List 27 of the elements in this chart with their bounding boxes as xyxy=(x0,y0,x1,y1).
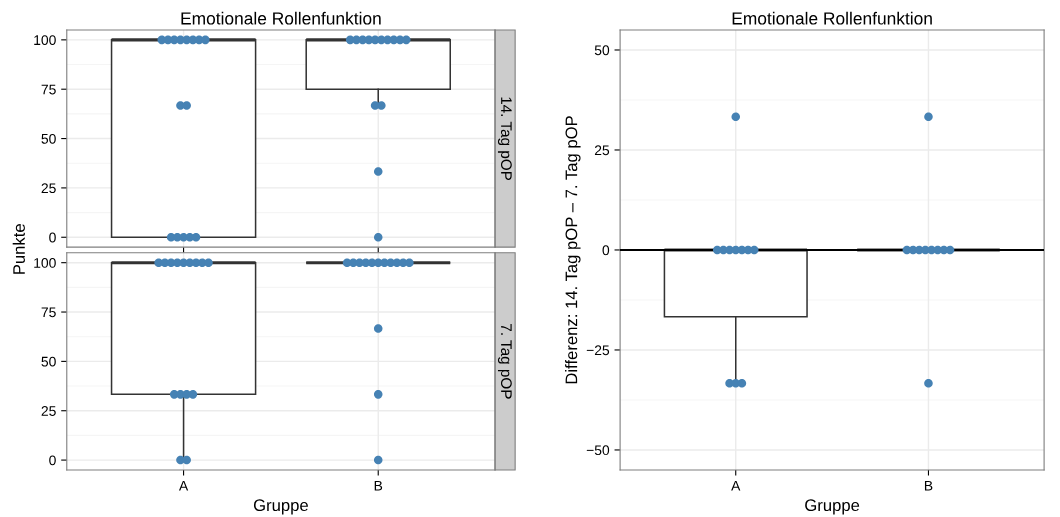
y-tick-label: 50 xyxy=(41,133,56,144)
x-tick-label: A xyxy=(731,480,741,491)
x-tick-label: B xyxy=(924,480,933,491)
chart-title: Emotionale Rollenfunktion xyxy=(732,11,932,25)
y-tick-label: 0 xyxy=(49,232,56,243)
x-tick-label: A xyxy=(178,480,189,491)
y-tick-label: −25 xyxy=(586,345,610,356)
y-tick-label: 100 xyxy=(34,258,56,268)
x-axis-title: Gruppe xyxy=(805,499,860,515)
y-tick-label: 0 xyxy=(49,455,56,466)
y-tick-label: −50 xyxy=(586,445,610,456)
y-tick-label: 75 xyxy=(41,307,56,318)
x-axis-title: Gruppe xyxy=(253,499,308,515)
y-tick-label: 25 xyxy=(41,183,56,194)
y-tick-label: 25 xyxy=(594,145,610,156)
y-tick-label: 75 xyxy=(41,84,56,95)
text: 7. Tag pOP xyxy=(497,324,512,399)
y-axis-title: Differenz: 14. Tag pOP – 7. Tag pOP xyxy=(565,116,581,384)
y-tick-label: 100 xyxy=(34,35,56,46)
y-tick-label: 50 xyxy=(594,45,610,56)
y-tick-label: 50 xyxy=(41,356,56,367)
x-tick-label: B xyxy=(374,480,383,491)
y-tick-label: 25 xyxy=(41,406,56,416)
text: 14. Tag pOP xyxy=(497,97,512,181)
chart-title: Emotionale Rollenfunktion xyxy=(181,11,381,25)
y-axis-title: Punkte xyxy=(12,224,25,274)
y-tick-label: 0 xyxy=(602,245,610,256)
